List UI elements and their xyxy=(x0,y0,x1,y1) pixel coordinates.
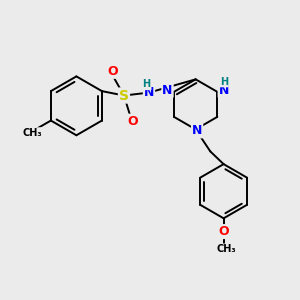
Text: CH₃: CH₃ xyxy=(22,128,42,138)
Text: N: N xyxy=(192,124,202,137)
Text: O: O xyxy=(218,225,229,238)
Text: H: H xyxy=(220,76,228,86)
Text: O: O xyxy=(127,115,137,128)
Text: CH₃: CH₃ xyxy=(217,244,236,254)
Text: N: N xyxy=(144,86,154,99)
Text: O: O xyxy=(107,65,118,78)
Text: N: N xyxy=(219,84,229,97)
Text: S: S xyxy=(119,88,129,103)
Text: H: H xyxy=(142,79,151,89)
Text: N: N xyxy=(162,84,173,97)
